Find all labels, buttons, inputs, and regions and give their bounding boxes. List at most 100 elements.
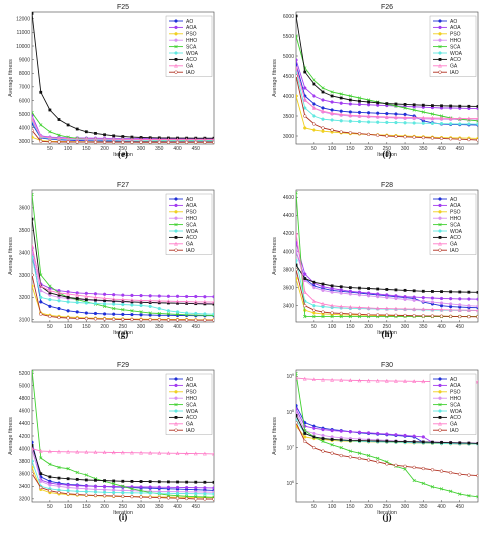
data-point-iao bbox=[330, 128, 334, 132]
legend-marker bbox=[438, 210, 442, 214]
x-tick-label: 150 bbox=[346, 504, 355, 510]
series-group-f29 bbox=[32, 370, 214, 501]
legend-label-hho: HHO bbox=[450, 216, 461, 222]
data-point-iao bbox=[296, 74, 298, 78]
y-tick-label: 109 bbox=[286, 373, 294, 380]
data-point-sca bbox=[412, 478, 416, 483]
data-point-sca bbox=[296, 34, 298, 38]
data-point-aco bbox=[321, 90, 325, 94]
data-point-iao bbox=[421, 314, 425, 318]
data-point-ao bbox=[376, 111, 380, 115]
data-point-aoa bbox=[166, 294, 171, 298]
data-point-ga bbox=[366, 378, 371, 383]
legend-marker bbox=[438, 428, 442, 432]
data-point-iao bbox=[48, 489, 52, 493]
data-point-sca bbox=[403, 106, 407, 110]
y-axis-label-f30: Average fitness bbox=[272, 417, 278, 455]
legend-label-ao: AO bbox=[450, 19, 457, 25]
data-point-aoa bbox=[93, 292, 98, 296]
x-tick-label: 150 bbox=[346, 324, 355, 330]
data-point-woa bbox=[357, 119, 362, 124]
x-tick-label: 250 bbox=[119, 146, 128, 152]
x-tick-label: 200 bbox=[364, 324, 373, 330]
legend-marker bbox=[174, 416, 178, 419]
data-point-ga bbox=[412, 379, 417, 383]
y-tick-label: 3200 bbox=[19, 497, 30, 503]
legend-label-pso: PSO bbox=[186, 32, 197, 38]
data-point-hho bbox=[321, 433, 325, 438]
data-point-ga bbox=[321, 377, 325, 382]
data-point-hho bbox=[476, 304, 478, 308]
data-point-iao bbox=[84, 140, 88, 144]
data-point-woa bbox=[194, 311, 198, 316]
legend-marker bbox=[174, 236, 178, 239]
x-tick-label: 300 bbox=[137, 146, 146, 152]
legend-label-aco: ACO bbox=[450, 415, 461, 421]
legend-marker bbox=[174, 409, 178, 413]
data-point-aoa bbox=[403, 433, 407, 438]
data-point-iao bbox=[194, 318, 198, 322]
data-point-aco bbox=[157, 480, 161, 484]
data-point-hho bbox=[412, 298, 416, 302]
legend-label-aco: ACO bbox=[450, 235, 461, 241]
data-point-ga bbox=[148, 450, 153, 455]
legend-label-ao: AO bbox=[450, 197, 457, 203]
legend-label-iao: IAO bbox=[450, 70, 459, 76]
data-point-ao bbox=[339, 109, 343, 113]
data-point-sca bbox=[102, 304, 107, 308]
legend-marker bbox=[174, 383, 178, 388]
data-point-pso bbox=[321, 129, 325, 133]
data-point-aoa bbox=[330, 100, 334, 104]
data-point-aoa bbox=[421, 295, 425, 300]
data-point-aco bbox=[440, 290, 443, 294]
data-point-ga bbox=[302, 376, 307, 381]
data-point-woa bbox=[212, 492, 214, 496]
legend-label-ga: GA bbox=[450, 64, 458, 70]
data-point-aoa bbox=[321, 427, 325, 432]
data-point-aco bbox=[431, 440, 434, 444]
legend-marker bbox=[438, 32, 442, 36]
data-point-aco bbox=[358, 99, 361, 103]
data-point-iao bbox=[93, 140, 98, 144]
data-point-aco bbox=[421, 289, 425, 293]
data-point-iao bbox=[439, 469, 444, 473]
data-point-pso bbox=[312, 311, 316, 315]
data-point-aco bbox=[394, 102, 398, 106]
legend-marker bbox=[438, 63, 442, 68]
data-point-ga bbox=[476, 379, 478, 384]
data-point-iao bbox=[212, 497, 214, 501]
data-point-sca bbox=[32, 192, 34, 197]
data-point-iao bbox=[57, 315, 61, 320]
data-point-aoa bbox=[121, 293, 125, 297]
series-group-f27 bbox=[32, 192, 214, 322]
y-tick-label: 5000 bbox=[283, 54, 294, 60]
data-point-woa bbox=[148, 491, 152, 495]
data-point-aco bbox=[376, 287, 380, 291]
data-point-aco bbox=[339, 96, 343, 100]
data-point-ga bbox=[139, 298, 143, 303]
data-point-sca bbox=[157, 311, 161, 316]
data-point-hho bbox=[394, 296, 398, 301]
data-point-ga bbox=[448, 307, 453, 312]
data-point-iao bbox=[412, 135, 416, 139]
data-point-aco bbox=[103, 299, 106, 302]
y-tick-label: 4000 bbox=[283, 249, 294, 255]
data-point-ga bbox=[93, 295, 98, 300]
data-point-sca bbox=[75, 470, 79, 475]
data-point-woa bbox=[130, 303, 134, 307]
data-point-iao bbox=[430, 468, 435, 472]
data-point-aoa bbox=[348, 430, 352, 434]
data-point-woa bbox=[121, 302, 125, 307]
y-tick-label: 4200 bbox=[19, 434, 30, 440]
legend-marker bbox=[438, 416, 442, 419]
data-point-aco bbox=[394, 288, 398, 292]
x-tick-label: 250 bbox=[119, 504, 128, 510]
data-point-ao bbox=[84, 311, 88, 315]
data-point-iao bbox=[303, 304, 307, 308]
data-point-aco bbox=[66, 123, 70, 127]
x-tick-label: 250 bbox=[383, 324, 392, 330]
data-point-aco bbox=[476, 290, 478, 294]
data-point-aoa bbox=[412, 434, 416, 438]
data-point-woa bbox=[184, 311, 189, 315]
chart-title-f28: F28 bbox=[381, 182, 393, 189]
